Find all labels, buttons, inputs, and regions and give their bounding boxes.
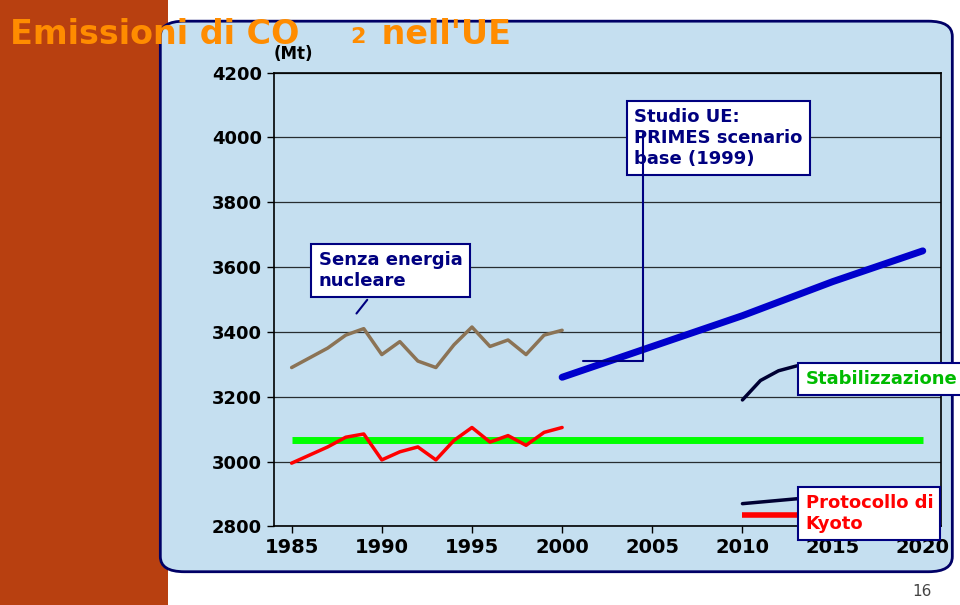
Text: Stabilizzazione: Stabilizzazione	[805, 370, 957, 388]
Text: nell'UE: nell'UE	[370, 18, 511, 51]
Text: Protocollo di
Kyoto: Protocollo di Kyoto	[805, 494, 933, 533]
Text: 2: 2	[350, 27, 366, 47]
Text: 16: 16	[912, 584, 931, 599]
FancyBboxPatch shape	[160, 21, 952, 572]
FancyBboxPatch shape	[0, 0, 168, 605]
Text: Senza energia
nucleare: Senza energia nucleare	[319, 251, 463, 313]
Text: Studio UE:
PRIMES scenario
base (1999): Studio UE: PRIMES scenario base (1999)	[635, 108, 803, 168]
Text: Emissioni di CO: Emissioni di CO	[10, 18, 299, 51]
Text: (Mt): (Mt)	[274, 45, 313, 63]
